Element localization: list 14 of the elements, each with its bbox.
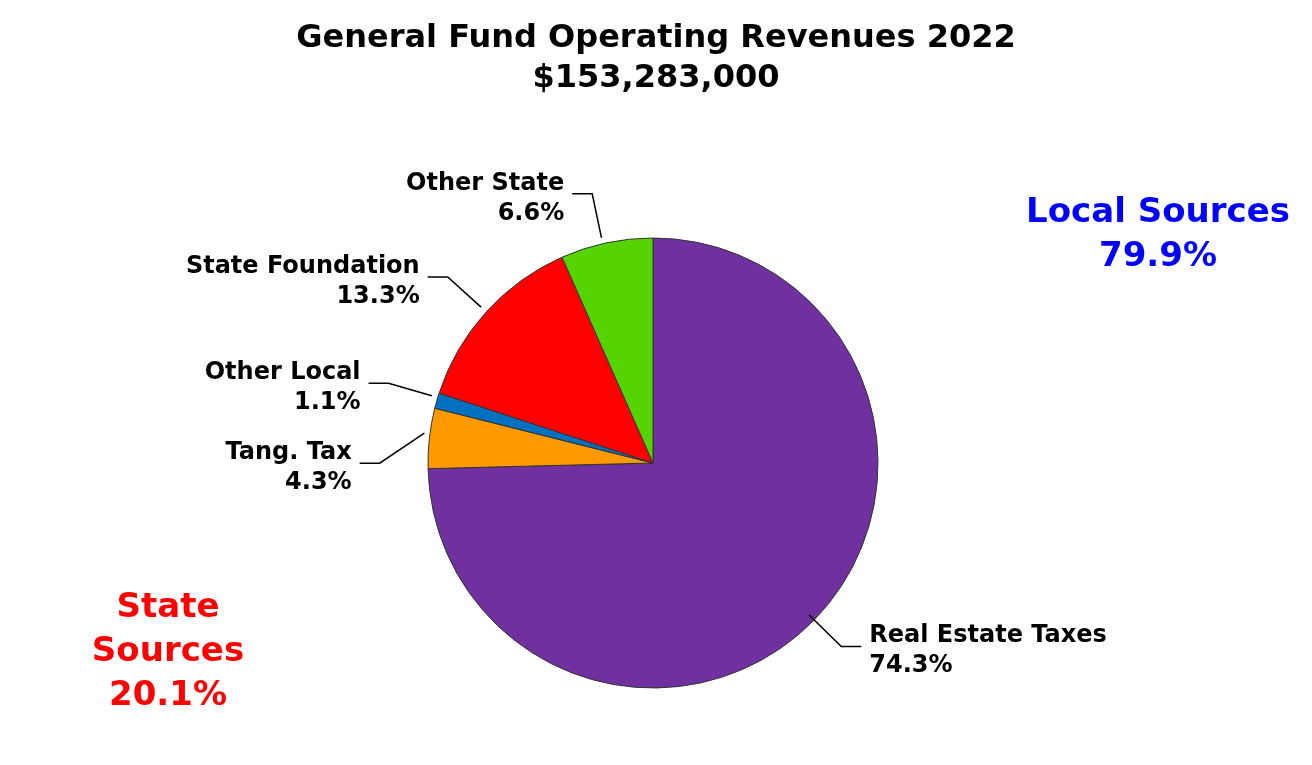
data-label: 74.3% bbox=[869, 650, 953, 679]
slice-label: Other Local bbox=[204, 357, 361, 386]
chart-subtitle: $153,283,000 bbox=[531, 56, 781, 96]
slice-label: Tang. Tax bbox=[225, 437, 353, 466]
slice-label: Real Estate Taxes bbox=[869, 620, 1107, 649]
chart-title: General Fund Operating Revenues 2022 bbox=[295, 16, 1017, 56]
data-label: 13.3% bbox=[336, 280, 420, 309]
data-label: 6.6% bbox=[497, 197, 565, 226]
data-label: 1.1% bbox=[294, 387, 361, 416]
text: State Sources 20.1% bbox=[90, 584, 246, 715]
slice-label: Other State bbox=[406, 167, 565, 196]
text: Local Sources 79.9% bbox=[1025, 189, 1291, 276]
slice-label: State Foundation bbox=[185, 250, 420, 279]
data-label: 4.3% bbox=[285, 467, 352, 496]
